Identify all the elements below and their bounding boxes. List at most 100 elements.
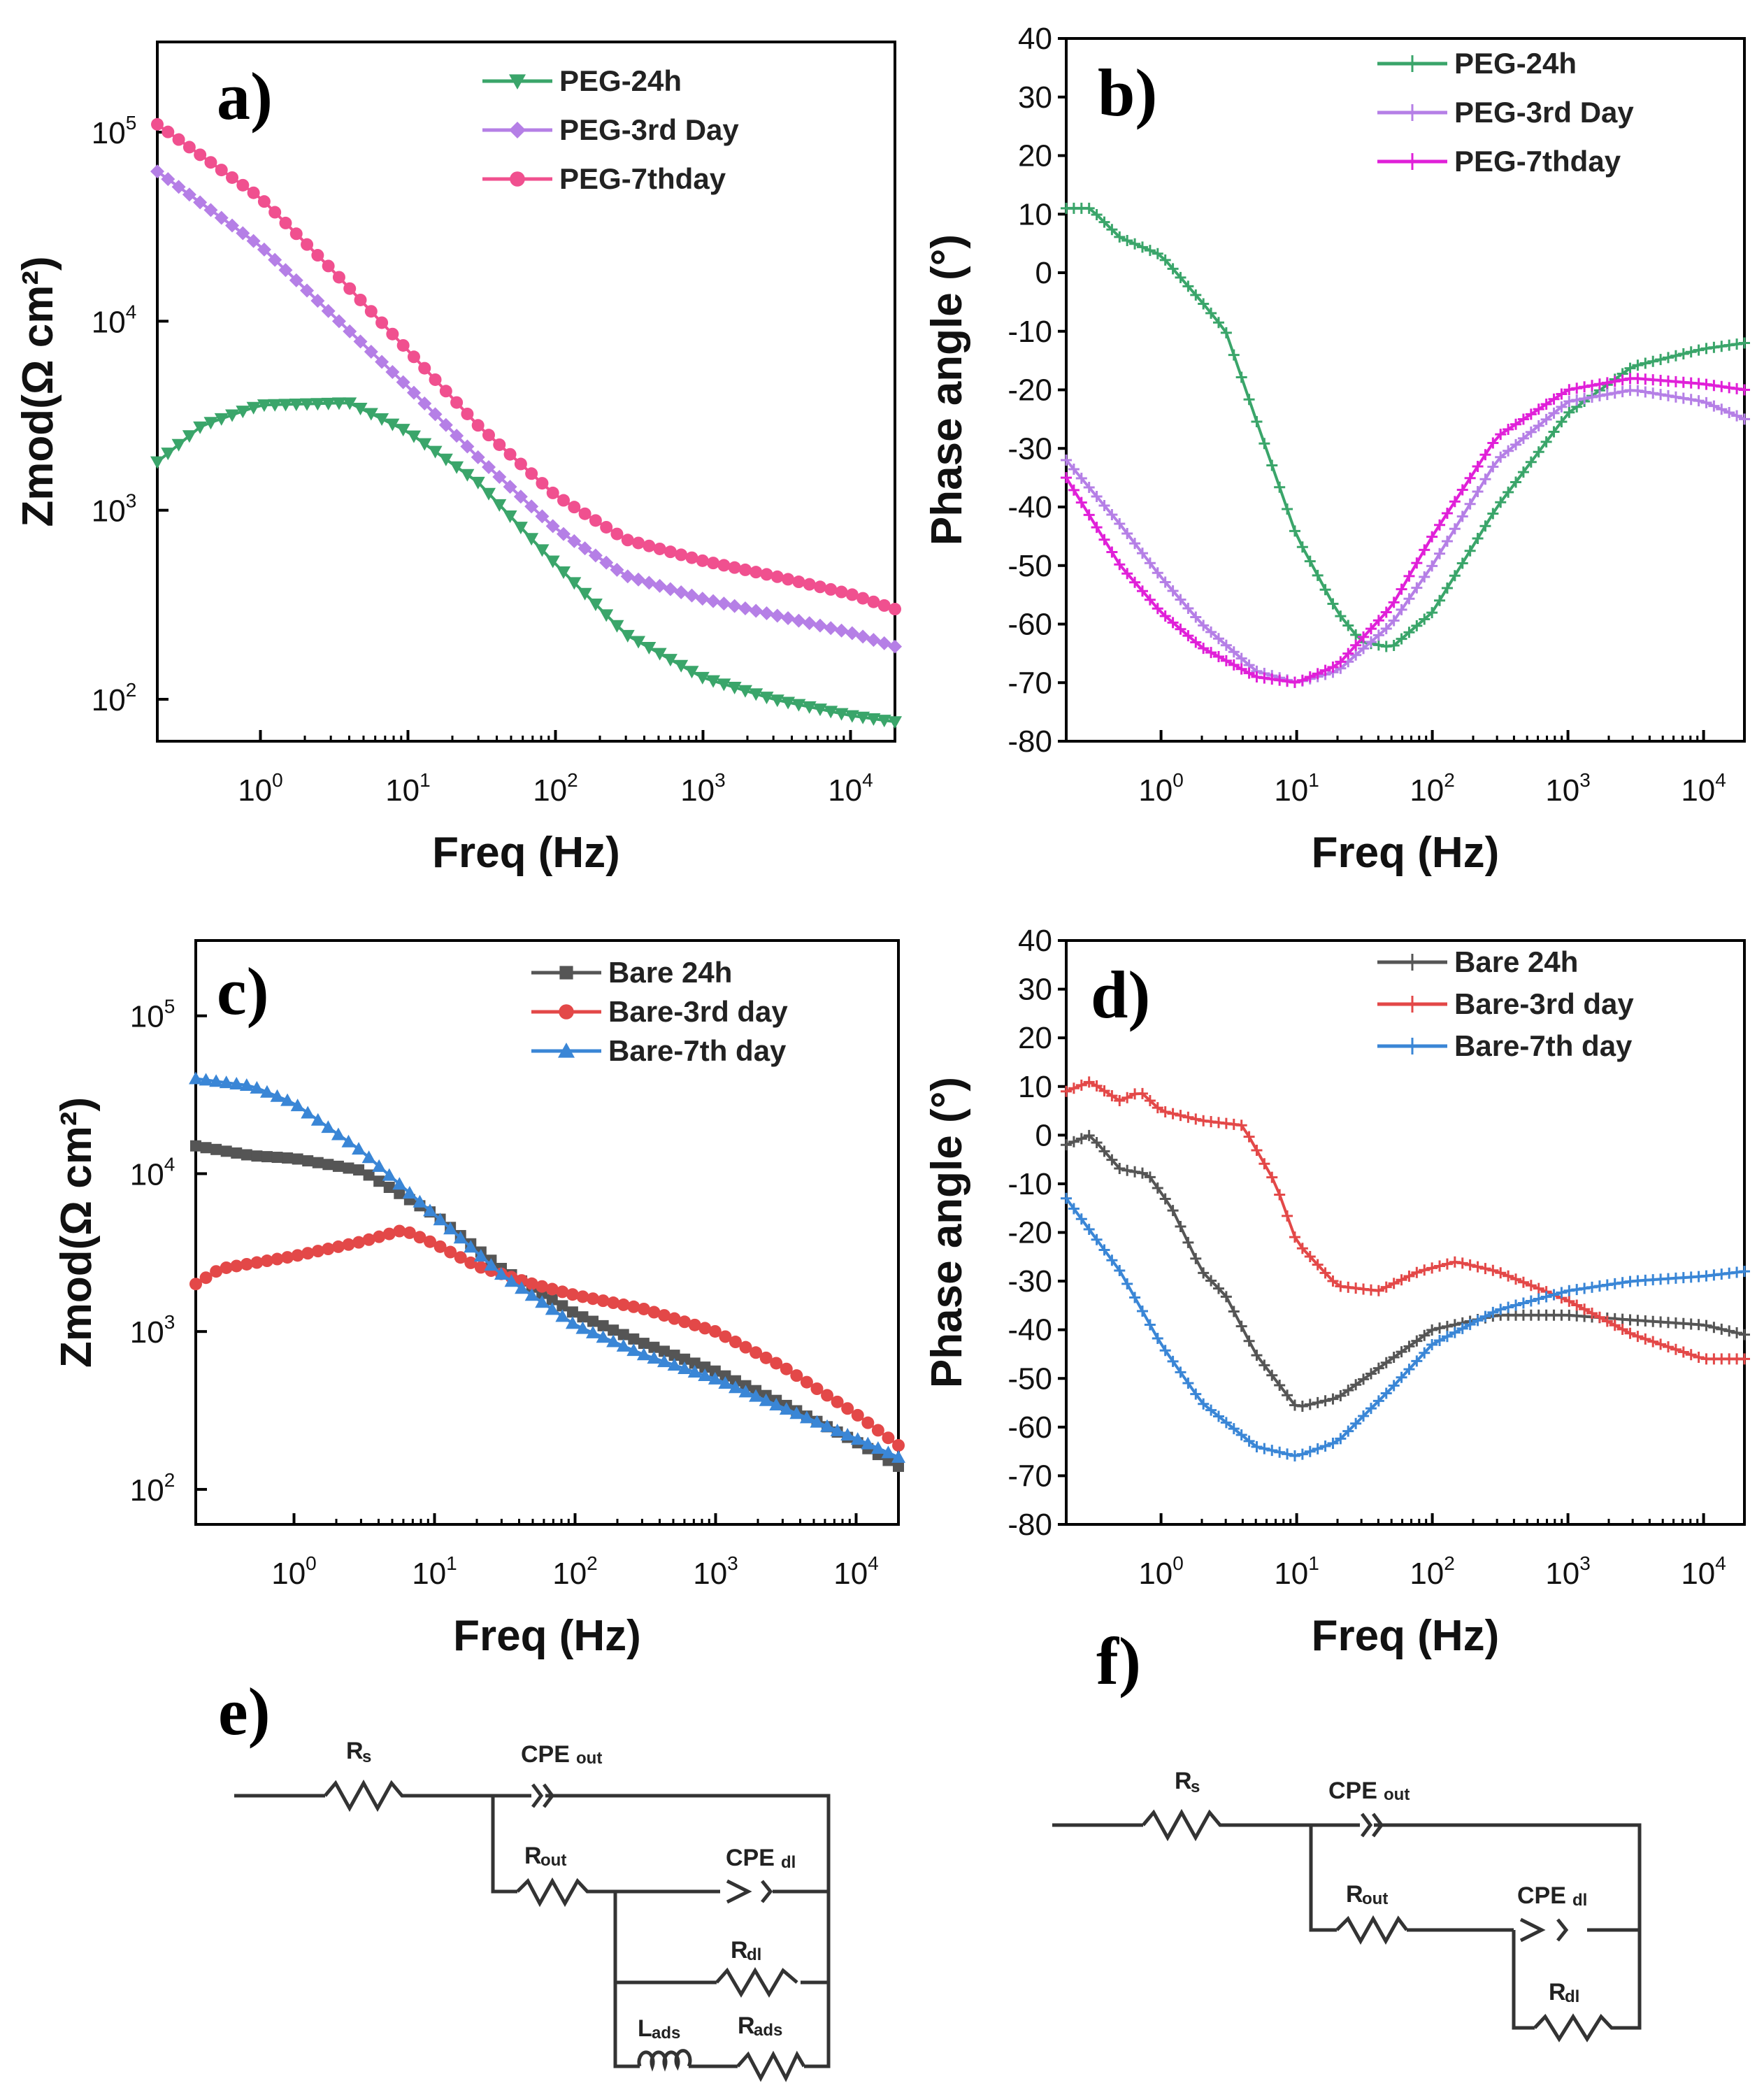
data-point [332,1160,344,1172]
data-point [1396,603,1407,615]
data-point [250,1256,264,1269]
data-point [728,561,741,574]
data-point [331,1240,345,1253]
data-point [647,1306,661,1319]
data-point [1411,620,1423,631]
data-point [1259,1359,1270,1371]
data-point [1708,341,1720,353]
data-point [877,599,891,612]
data-point [810,1415,824,1428]
data-point [413,1194,427,1208]
data-point [1266,1445,1278,1457]
data-point [782,573,795,586]
data-point [1411,1266,1423,1278]
series-bare-7th-day [189,1071,905,1463]
data-point [1144,1171,1156,1183]
data-point [727,599,742,613]
data-point [1495,1267,1507,1279]
data-point [1380,622,1392,634]
resistor-rdl [715,1967,798,1998]
data-point [525,467,538,480]
series-peg-24h [150,397,902,729]
data-point [1632,359,1644,371]
data-point [450,429,464,443]
data-point [759,1393,773,1406]
svg-text:out: out [1384,1785,1410,1804]
data-point [1228,1423,1240,1435]
data-point [1540,413,1552,425]
data-point [1434,1335,1446,1347]
panel-label: a) [217,59,273,134]
data-point [282,1152,294,1164]
data-point [151,117,164,131]
data-point [268,399,282,412]
data-point [1358,643,1370,655]
data-point [1319,664,1331,676]
data-point [1624,1327,1636,1339]
legend-label: PEG-7thday [1454,145,1621,178]
data-point [626,1343,641,1357]
data-point [1159,1345,1171,1357]
legend-entry: PEG-3rd Day [1377,96,1634,129]
data-point [1723,1325,1735,1337]
data-point [1282,503,1293,515]
data-point [1479,1310,1491,1322]
legend-marker [1404,55,1421,72]
data-point [1129,576,1141,588]
data-point [1426,1324,1438,1336]
y-tick-label: 104 [130,1153,175,1192]
data-point [1380,606,1392,618]
series-line [1065,1197,1745,1458]
data-point [515,1281,529,1294]
data-point [1510,418,1522,430]
data-point [464,1240,478,1253]
data-point [1282,1389,1293,1401]
data-point [394,1187,406,1199]
data-point [821,1389,834,1402]
data-point [1601,1279,1613,1291]
data-point [1342,620,1354,631]
data-point [1259,672,1270,684]
data-point [1563,395,1575,407]
data-point [524,1288,539,1301]
y-tick-label: -40 [1008,1313,1052,1347]
data-point [1083,1129,1095,1141]
data-point [1426,1262,1438,1274]
data-point [850,1432,865,1445]
svg-text:R: R [524,1843,542,1869]
data-point [280,1093,295,1106]
data-point [699,1361,711,1373]
data-point [230,1259,243,1273]
data-point [596,1294,610,1308]
series-bare-7th-day [1061,1192,1750,1461]
data-point [1251,416,1263,428]
data-point [577,1311,589,1323]
data-point [375,355,389,369]
data-point [1175,1221,1186,1233]
data-point [1190,611,1202,623]
legend-label: Bare 24h [1454,945,1578,978]
data-point [236,406,250,419]
data-point [444,1245,457,1259]
data-point [891,1450,905,1463]
data-point [1182,1377,1194,1389]
data-point [643,539,656,552]
data-point [749,603,763,618]
data-point [1449,523,1461,535]
data-point [567,534,582,548]
data-point [1434,594,1446,606]
data-point [845,588,859,601]
data-point [503,480,517,494]
y-tick-label: 40 [1018,924,1052,958]
data-point [1640,1333,1651,1345]
data-point [1670,1343,1681,1355]
data-point [1061,1192,1072,1204]
data-point [321,1120,336,1134]
data-point [503,448,517,461]
data-point [1220,639,1232,651]
data-point [557,527,571,541]
data-point [1327,1275,1339,1287]
data-point [1495,429,1507,441]
data-point [791,613,806,628]
